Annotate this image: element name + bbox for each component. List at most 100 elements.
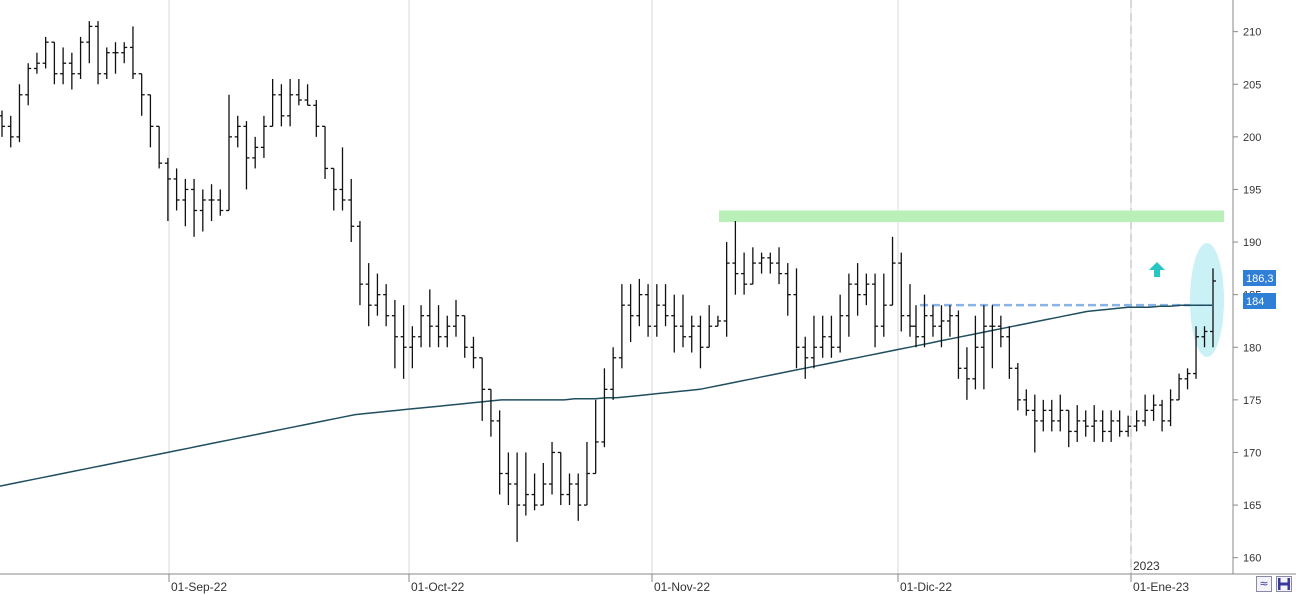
ohlc-bar — [199, 189, 206, 232]
ohlc-bar — [749, 247, 756, 285]
ohlc-bar — [653, 284, 660, 337]
last-price-box — [1243, 270, 1276, 286]
x-tick-label: 01-Dic-22 — [900, 580, 952, 594]
ohlc-bar — [60, 47, 67, 85]
resistance-zone — [719, 210, 1224, 223]
ohlc-bar — [42, 36, 49, 69]
ohlc-bar — [234, 115, 241, 148]
ohlc-bar — [487, 388, 494, 437]
ohlc-bar — [243, 121, 250, 190]
ohlc-bar — [479, 357, 486, 421]
ohlc-bar — [1031, 394, 1038, 453]
ohlc-bar — [845, 273, 852, 337]
y-tick-label: 165 — [1243, 500, 1261, 512]
ohlc-bar — [714, 315, 721, 327]
ohlc-bar — [1048, 399, 1055, 432]
ohlc-bar — [7, 115, 14, 148]
ohlc-bar — [426, 289, 433, 348]
ohlc-bar — [1074, 405, 1081, 442]
ohlc-bar — [33, 52, 40, 74]
save-button[interactable] — [1276, 576, 1292, 592]
ohlc-bar — [662, 284, 669, 327]
moving-average-price-label: 184 — [1246, 296, 1264, 308]
ohlc-bar — [1091, 405, 1098, 442]
ohlc-bar — [470, 336, 477, 369]
ohlc-bar — [435, 305, 442, 348]
ohlc-bar — [121, 42, 128, 64]
ohlc-bar — [1065, 409, 1072, 448]
ohlc-bar — [25, 63, 32, 106]
ohlc-bar — [627, 284, 634, 342]
ohlc-bar — [391, 299, 398, 369]
ohlc-bar — [854, 263, 861, 316]
ohlc-bar — [1108, 410, 1115, 442]
ohlc-bar — [208, 184, 215, 222]
ohlc-bar — [955, 310, 962, 379]
ohlc-bar — [732, 221, 739, 295]
wave-icon: ≈ — [1259, 577, 1269, 590]
ohlc-bar — [784, 263, 791, 316]
ohlc-bar — [776, 247, 783, 285]
ohlc-bar — [837, 294, 844, 353]
ohlc-bar — [260, 115, 267, 158]
ohlc-bar — [444, 315, 451, 348]
ohlc-bar — [963, 347, 970, 400]
ohlc-bar — [1142, 394, 1149, 427]
ohlc-bar — [645, 284, 652, 337]
ohlc-bar — [269, 79, 276, 127]
ohlc-bar — [610, 347, 617, 400]
ohlc-bar — [16, 84, 23, 143]
ohlc-bar — [1133, 410, 1140, 432]
ohlc-bar — [339, 147, 346, 211]
annotations — [719, 210, 1224, 357]
ohlc-bar — [68, 52, 75, 90]
x-tick-label: 01-Nov-22 — [654, 580, 710, 594]
ohlc-bar — [191, 178, 198, 237]
ohlc-bar — [217, 189, 224, 216]
ohlc-bar — [0, 110, 5, 137]
ohlc-bar — [583, 441, 590, 506]
ohlc-bar — [810, 315, 817, 369]
ohlc-bar — [793, 268, 800, 369]
ohlc-bar — [671, 294, 678, 353]
ohlc-bar — [103, 47, 110, 79]
ohlc-bar — [522, 452, 529, 516]
chart-type-button[interactable]: ≈ — [1256, 576, 1272, 592]
ohlc-bar — [1159, 399, 1166, 432]
ohlc-bar — [322, 125, 329, 179]
price-labels: 186,3 184 — [1243, 270, 1276, 309]
ohlc-bar — [741, 252, 748, 295]
ohlc-bar — [86, 21, 93, 64]
y-tick-label: 170 — [1243, 447, 1261, 459]
ohlc-bar — [697, 315, 704, 369]
x-tick-label: 01-Oct-22 — [411, 580, 465, 594]
ohlc-bar — [505, 452, 512, 506]
ohlc-bar — [540, 462, 547, 506]
y-tick-label: 190 — [1243, 237, 1261, 249]
y-axis-ticks: 160165170175180185190195200205210 — [1233, 27, 1261, 565]
ohlc-bar — [1167, 389, 1174, 427]
ohlc-bar — [997, 315, 1004, 348]
highlight-ellipse — [1190, 243, 1224, 357]
ohlc-bar — [173, 168, 180, 211]
y-tick-label: 195 — [1243, 184, 1261, 196]
ohlc-bar — [287, 79, 294, 127]
ohlc-bar — [1193, 326, 1200, 379]
ohlc-bar — [688, 315, 695, 353]
last-price-label: 186,3 — [1246, 273, 1274, 285]
ohlc-bar — [921, 294, 928, 348]
ohlc-bar — [252, 136, 259, 169]
ohlc-bar — [758, 252, 765, 274]
moving-average-series — [0, 304, 1212, 487]
ohlc-bar — [601, 368, 608, 448]
y-tick-label: 200 — [1243, 132, 1261, 144]
ohlc-bar — [1176, 373, 1183, 401]
ohlc-bar — [1014, 363, 1021, 411]
ohlc-bar — [182, 178, 189, 227]
ohlc-bar — [1040, 399, 1047, 432]
ohlc-bar — [592, 399, 599, 475]
ohlc-bar — [913, 305, 919, 348]
ohlc-bar — [880, 273, 887, 337]
ohlc-bar — [1006, 326, 1013, 379]
